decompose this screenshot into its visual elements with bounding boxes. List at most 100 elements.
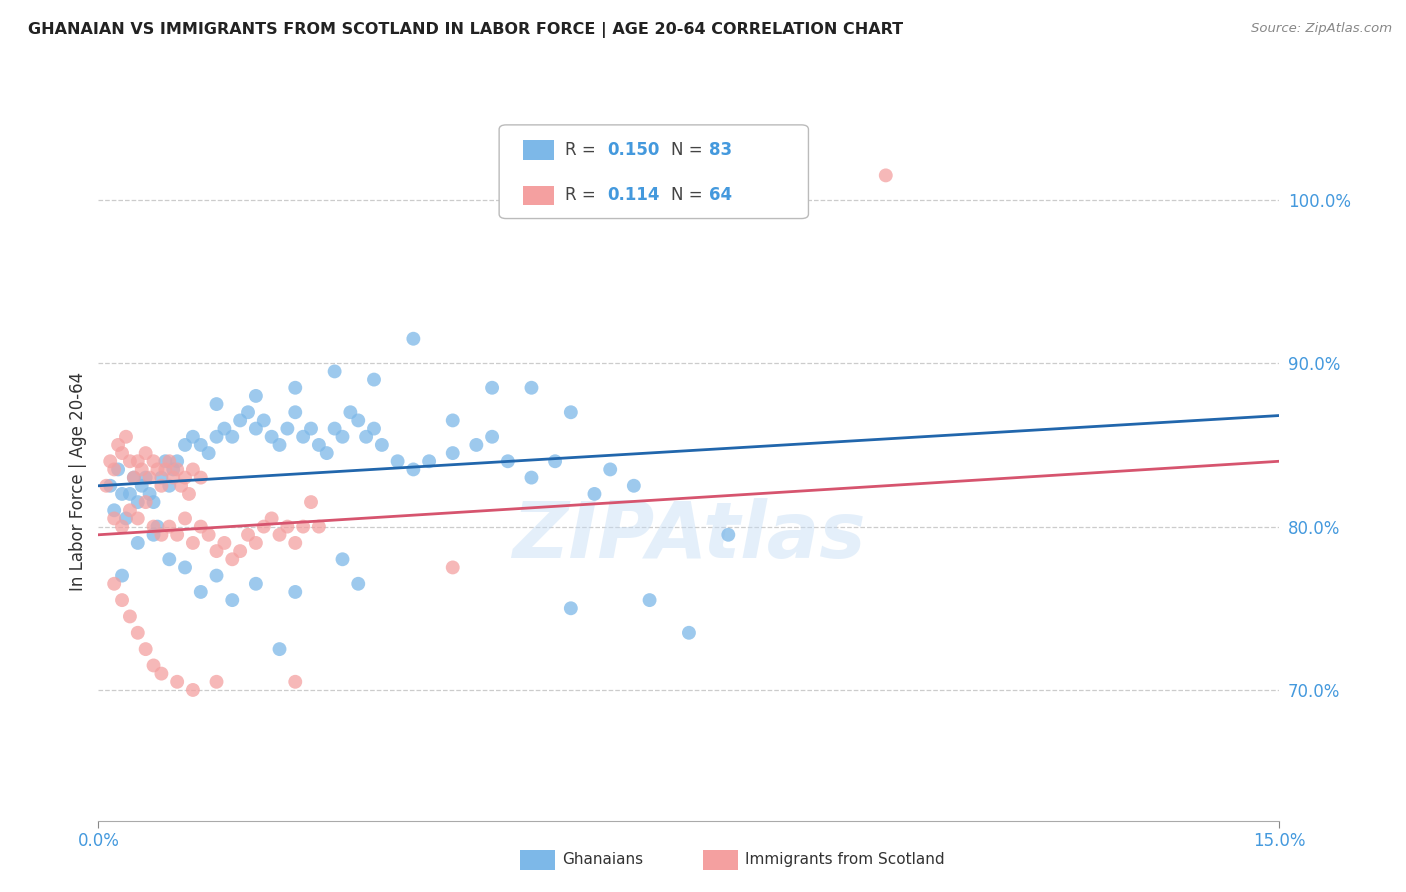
Point xyxy=(157,454,180,468)
Point xyxy=(717,528,740,542)
Point xyxy=(363,373,385,387)
Point xyxy=(127,454,149,468)
Point xyxy=(245,536,267,550)
Point xyxy=(155,462,177,476)
Point xyxy=(118,454,141,468)
Point xyxy=(103,576,125,591)
Point xyxy=(544,454,567,468)
Point xyxy=(174,470,197,484)
Text: 0.114: 0.114 xyxy=(607,186,659,204)
Point xyxy=(245,576,267,591)
Point xyxy=(260,511,283,525)
Point xyxy=(166,454,188,468)
Text: N =: N = xyxy=(671,141,707,159)
Point xyxy=(599,462,621,476)
Point xyxy=(402,332,425,346)
Point xyxy=(197,446,219,460)
Point xyxy=(332,552,354,566)
Point xyxy=(166,528,188,542)
Point xyxy=(308,519,330,533)
Point xyxy=(162,462,184,476)
Point xyxy=(111,487,134,501)
Point xyxy=(107,462,129,476)
Point xyxy=(520,381,543,395)
Point xyxy=(122,470,145,484)
Point xyxy=(253,519,276,533)
Point xyxy=(190,438,212,452)
Y-axis label: In Labor Force | Age 20-64: In Labor Force | Age 20-64 xyxy=(69,372,87,591)
Point xyxy=(214,421,236,435)
Point xyxy=(107,438,129,452)
Text: GHANAIAN VS IMMIGRANTS FROM SCOTLAND IN LABOR FORCE | AGE 20-64 CORRELATION CHAR: GHANAIAN VS IMMIGRANTS FROM SCOTLAND IN … xyxy=(28,22,903,38)
Point xyxy=(118,609,141,624)
Point xyxy=(323,364,346,378)
Point xyxy=(122,470,145,484)
Text: R =: R = xyxy=(565,186,602,204)
Point xyxy=(520,470,543,484)
Point xyxy=(111,568,134,582)
Point xyxy=(354,430,377,444)
Point xyxy=(118,487,141,501)
Point xyxy=(284,674,307,689)
Point xyxy=(142,454,165,468)
Point xyxy=(269,528,291,542)
Point xyxy=(205,568,228,582)
Point xyxy=(127,495,149,509)
Point xyxy=(276,519,298,533)
Point xyxy=(347,576,370,591)
Point xyxy=(236,528,259,542)
Point xyxy=(190,470,212,484)
Point xyxy=(205,544,228,558)
Point xyxy=(638,593,661,607)
Point xyxy=(197,528,219,542)
Point xyxy=(118,503,141,517)
Point xyxy=(174,511,197,525)
Text: 83: 83 xyxy=(709,141,731,159)
Point xyxy=(181,430,204,444)
Point xyxy=(174,560,197,574)
Point xyxy=(205,674,228,689)
Point xyxy=(465,438,488,452)
Text: R =: R = xyxy=(565,141,602,159)
Point xyxy=(142,495,165,509)
Point xyxy=(245,389,267,403)
Point xyxy=(146,519,169,533)
Point xyxy=(135,495,157,509)
Point xyxy=(269,642,291,657)
Point xyxy=(299,495,322,509)
Point xyxy=(111,593,134,607)
Point xyxy=(205,397,228,411)
Point xyxy=(166,462,188,476)
Point xyxy=(111,519,134,533)
Text: N =: N = xyxy=(671,186,707,204)
Point xyxy=(315,446,337,460)
Point xyxy=(111,446,134,460)
Point xyxy=(170,479,193,493)
Point xyxy=(115,430,138,444)
Point xyxy=(181,536,204,550)
Point xyxy=(142,519,165,533)
Point xyxy=(150,666,173,681)
Point xyxy=(115,511,138,525)
Point xyxy=(157,479,180,493)
Point xyxy=(371,438,394,452)
Point xyxy=(190,585,212,599)
Point xyxy=(236,405,259,419)
Text: 64: 64 xyxy=(709,186,731,204)
Point xyxy=(98,479,121,493)
Point xyxy=(150,528,173,542)
Point xyxy=(135,642,157,657)
Point xyxy=(135,470,157,484)
Point xyxy=(142,658,165,673)
Point xyxy=(155,454,177,468)
Point xyxy=(496,454,519,468)
Point xyxy=(181,682,204,697)
Point xyxy=(347,413,370,427)
Point xyxy=(98,454,121,468)
Point xyxy=(221,593,243,607)
Point xyxy=(157,519,180,533)
Point xyxy=(127,536,149,550)
Point xyxy=(308,438,330,452)
Point xyxy=(221,552,243,566)
Point xyxy=(284,536,307,550)
